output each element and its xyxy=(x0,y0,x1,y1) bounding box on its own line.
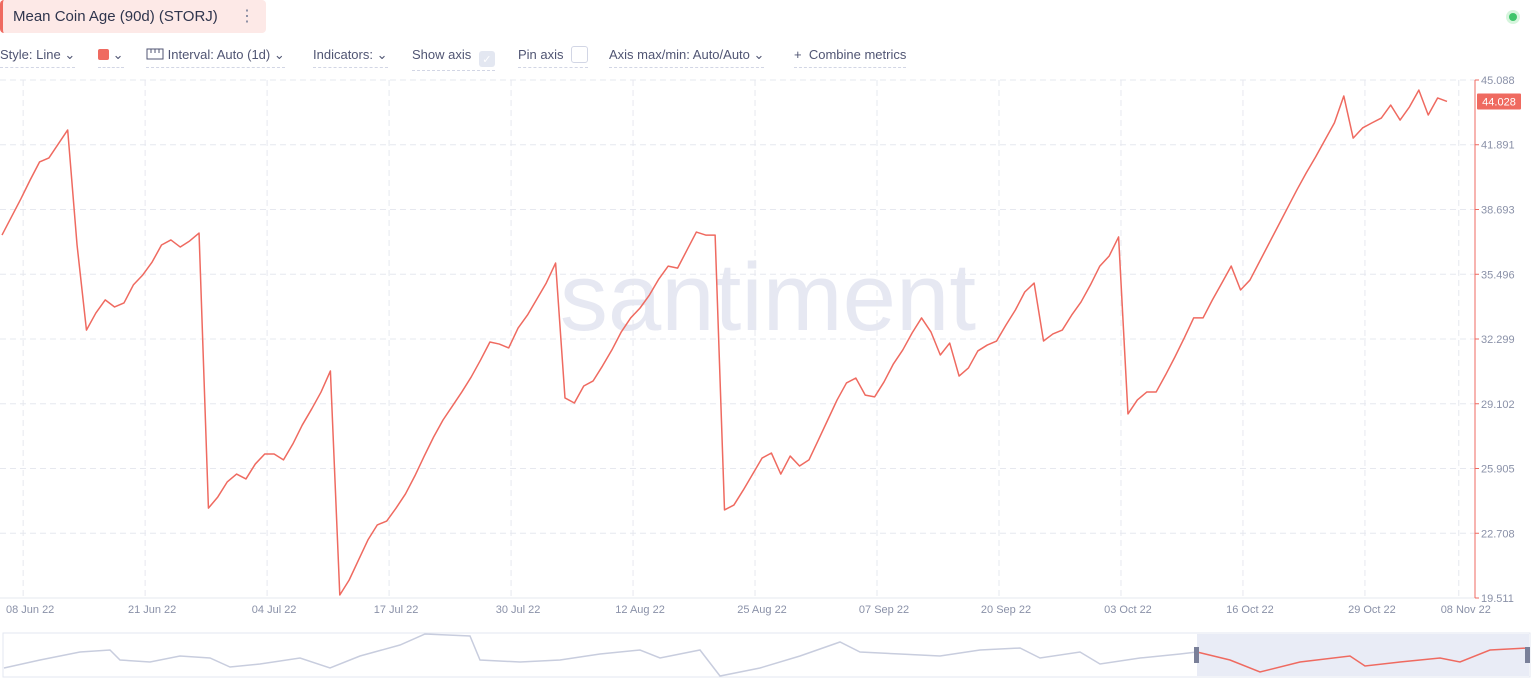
menu-dots[interactable]: ⋮ xyxy=(239,8,255,25)
navigator-line xyxy=(3,633,1198,677)
last-value-label: 44.028 xyxy=(1482,96,1516,108)
indicators-label: Indicators: xyxy=(313,47,373,62)
status-dot xyxy=(1506,10,1520,24)
interval-select[interactable]: Interval: Auto (1d) ⌄ xyxy=(146,46,285,68)
show-axis-label: Show axis xyxy=(412,47,472,62)
x-tick-label: 20 Sep 22 xyxy=(981,604,1031,616)
x-tick-label: 07 Sep 22 xyxy=(859,604,909,616)
color-select[interactable]: ⌄ xyxy=(98,46,124,68)
metric-chip[interactable]: Mean Coin Age (90d) (STORJ) ⋮ xyxy=(0,0,266,33)
navigator-handle[interactable] xyxy=(1194,647,1199,663)
color-swatch xyxy=(98,49,109,60)
checkbox-checked[interactable]: ✓ xyxy=(478,51,495,67)
navigator[interactable] xyxy=(2,632,1531,678)
axis-range-select[interactable]: Axis max/min: Auto/Auto ⌄ xyxy=(609,46,765,68)
combine-label: Combine metrics xyxy=(808,47,907,62)
y-tick-label: 41.891 xyxy=(1481,140,1515,152)
y-tick-label: 19.511 xyxy=(1481,593,1514,605)
y-tick-label: 38.693 xyxy=(1481,205,1515,217)
pin-axis-toggle[interactable]: Pin axis xyxy=(518,46,589,68)
data-line xyxy=(1,89,1448,596)
metric-title: Mean Coin Age (90d) (STORJ) xyxy=(13,8,218,25)
pin-axis-label: Pin axis xyxy=(518,47,564,62)
y-tick-label: 32.299 xyxy=(1481,334,1515,346)
style-label: Style: Line xyxy=(0,47,61,62)
show-axis-toggle[interactable]: Show axis ✓ xyxy=(412,46,495,71)
style-select[interactable]: Style: Line ⌄ xyxy=(0,46,76,68)
x-tick-label: 08 Jun 22 xyxy=(6,604,54,616)
interval-label: Interval: Auto (1d) xyxy=(167,47,271,62)
navigator-handle[interactable] xyxy=(1525,647,1530,663)
y-tick-label: 22.708 xyxy=(1481,528,1515,540)
y-tick-label: 25.905 xyxy=(1481,464,1515,476)
indicators-select[interactable]: Indicators: ⌄ xyxy=(313,46,388,68)
x-tick-label: 21 Jun 22 xyxy=(128,604,176,616)
x-tick-label: 04 Jul 22 xyxy=(252,604,297,616)
navigator-selected-line xyxy=(1196,647,1529,673)
x-tick-label: 12 Aug 22 xyxy=(615,604,665,616)
x-tick-label: 30 Jul 22 xyxy=(496,604,541,616)
x-tick-label: 08 Nov 22 xyxy=(1441,604,1491,616)
axis-range-label: Axis max/min: Auto/Auto xyxy=(609,47,750,62)
y-tick-label: 45.088 xyxy=(1481,75,1515,87)
y-tick-label: 35.496 xyxy=(1481,269,1515,281)
watermark: santiment xyxy=(560,244,976,351)
x-tick-label: 16 Oct 22 xyxy=(1226,604,1274,616)
y-tick-label: 29.102 xyxy=(1481,399,1515,411)
x-tick-label: 17 Jul 22 xyxy=(374,604,419,616)
checkbox[interactable] xyxy=(571,46,589,63)
combine-button[interactable]: + Combine metrics xyxy=(794,46,907,68)
x-tick-label: 29 Oct 22 xyxy=(1348,604,1396,616)
x-tick-label: 03 Oct 22 xyxy=(1104,604,1152,616)
x-tick-label: 25 Aug 22 xyxy=(737,604,787,616)
last-value-tag xyxy=(1477,93,1521,110)
interval-icon xyxy=(146,48,164,60)
